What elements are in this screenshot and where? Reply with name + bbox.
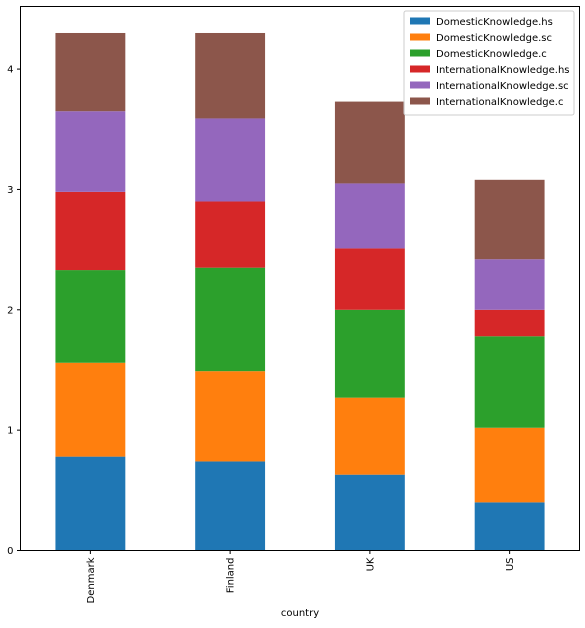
bar-finland-internationalknowledge-hs	[195, 201, 266, 268]
bar-finland-domesticknowledge-hs	[195, 461, 266, 551]
legend-swatch-internationalknowledge-c	[410, 97, 430, 105]
legend-swatch-domesticknowledge-c	[410, 49, 430, 57]
bar-us-internationalknowledge-hs	[474, 309, 545, 337]
bar-uk-internationalknowledge-c	[334, 101, 405, 184]
legend-label-internationalknowledge-hs: InternationalKnowledge.hs	[436, 65, 570, 76]
bar-denmark-internationalknowledge-sc	[55, 111, 126, 192]
legend: DomesticKnowledge.hs DomesticKnowledge.sc…	[403, 10, 575, 116]
legend-label-domesticknowledge-hs: DomesticKnowledge.hs	[436, 17, 553, 28]
y-tick-label: 4	[7, 65, 13, 76]
legend-box	[403, 10, 575, 116]
bar-denmark-domesticknowledge-hs	[55, 456, 126, 551]
x-axis-label: country	[281, 608, 319, 619]
legend-label-domesticknowledge-sc: DomesticKnowledge.sc	[436, 33, 552, 44]
bar-us-domesticknowledge-hs	[474, 502, 545, 551]
bar-us-domesticknowledge-c	[474, 336, 545, 428]
legend-label-internationalknowledge-sc: InternationalKnowledge.sc	[436, 81, 569, 92]
legend-swatch-domesticknowledge-sc	[410, 33, 430, 41]
bar-finland-domesticknowledge-sc	[195, 371, 266, 462]
bar-finland-domesticknowledge-c	[195, 267, 266, 372]
y-tick-label: 1	[7, 426, 13, 437]
y-tick-label: 2	[7, 305, 13, 316]
bar-uk-domesticknowledge-sc	[334, 397, 405, 475]
bar-uk-domesticknowledge-hs	[334, 474, 405, 551]
x-tick-label: UK	[365, 557, 376, 571]
bars-layer	[55, 32, 545, 551]
legend-swatch-domesticknowledge-hs	[410, 17, 430, 25]
bar-finland-internationalknowledge-c	[195, 32, 266, 119]
legend-label-internationalknowledge-c: InternationalKnowledge.c	[436, 97, 563, 108]
bar-us-internationalknowledge-c	[474, 179, 545, 260]
legend-swatch-internationalknowledge-hs	[410, 65, 430, 73]
x-tick-label: US	[505, 558, 516, 572]
bar-finland-internationalknowledge-sc	[195, 118, 266, 202]
bar-uk-internationalknowledge-hs	[334, 248, 405, 310]
bar-denmark-domesticknowledge-sc	[55, 362, 126, 457]
bar-uk-internationalknowledge-sc	[334, 183, 405, 249]
y-axis: 0 1 2 3 4	[7, 65, 21, 557]
legend-label-domesticknowledge-c: DomesticKnowledge.c	[436, 49, 547, 60]
plot-frame	[20, 6, 580, 551]
x-axis: Denmark Finland UK US	[86, 550, 516, 603]
bar-us-domesticknowledge-sc	[474, 427, 545, 503]
bar-uk-domesticknowledge-c	[334, 309, 405, 398]
bar-us-internationalknowledge-sc	[474, 259, 545, 310]
bar-denmark-internationalknowledge-hs	[55, 191, 126, 271]
bar-denmark-internationalknowledge-c	[55, 32, 126, 112]
bar-denmark-domesticknowledge-c	[55, 270, 126, 363]
x-tick-label: Finland	[226, 558, 237, 594]
y-tick-label: 0	[7, 546, 13, 557]
x-tick-label: Denmark	[86, 557, 97, 603]
y-tick-label: 3	[7, 185, 13, 196]
legend-swatch-internationalknowledge-sc	[410, 81, 430, 89]
